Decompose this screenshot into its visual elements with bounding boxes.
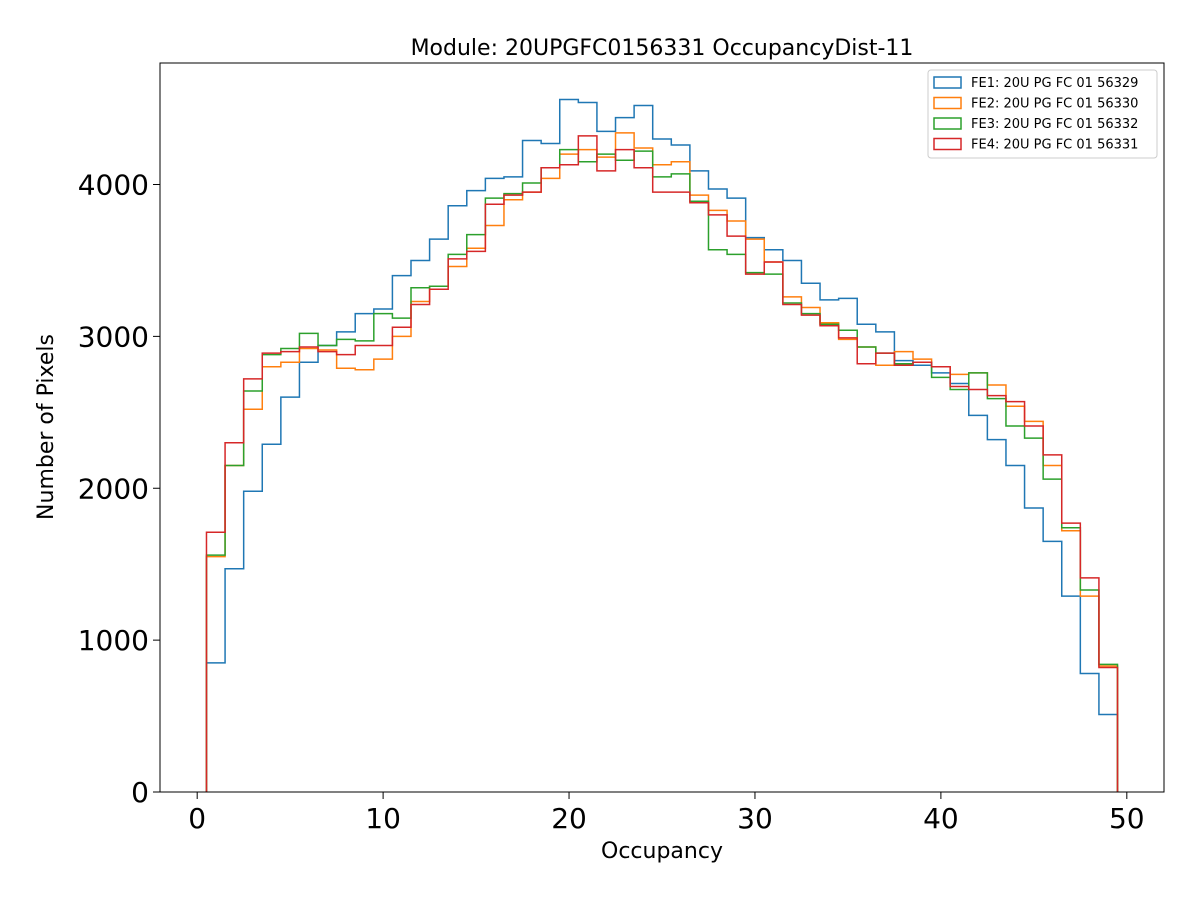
legend-swatch [933, 96, 962, 110]
x-tick-label: 50 [1109, 802, 1145, 835]
y-axis-title: Number of Pixels [34, 334, 59, 520]
series-3-line [205, 148, 1119, 792]
legend-box [927, 69, 1158, 159]
y-tick-label: 0 [131, 776, 149, 809]
series-2-line [205, 132, 1119, 792]
plot-frame [159, 62, 1165, 793]
series-1-line [205, 98, 1119, 792]
x-tick-label: 0 [188, 802, 206, 835]
x-tick-label: 40 [923, 802, 959, 835]
y-tick-label: 3000 [78, 320, 149, 353]
x-axis-title: Occupancy [601, 839, 723, 864]
legend: FE1: 20U PG FC 01 56329 FE2: 20U PG FC 01… [927, 69, 1158, 159]
series-layer [205, 98, 1119, 792]
legend-swatch [933, 76, 962, 89]
x-tick-label: 10 [365, 802, 401, 835]
y-tick-label: 2000 [78, 472, 149, 505]
chart-title: Module: 20UPGFC0156331 OccupancyDist-11 [411, 36, 914, 61]
x-tick-label: 20 [551, 802, 587, 835]
legend-label: FE4: 20U PG FC 01 56331 [971, 138, 1138, 153]
y-tick-label: 1000 [78, 624, 149, 657]
legend-swatch [933, 137, 962, 151]
legend-label: FE2: 20U PG FC 01 56330 [971, 97, 1138, 112]
legend-label: FE3: 20U PG FC 01 56332 [971, 117, 1138, 132]
x-tick-label: 30 [737, 802, 773, 835]
axes-layer: 0 10 20 30 40 50 0 1000 2000 3000 4000 [78, 62, 1165, 835]
series-4-line [205, 135, 1119, 792]
y-tick-label: 4000 [78, 169, 149, 202]
legend-swatch [933, 117, 962, 130]
legend-label: FE1: 20U PG FC 01 56329 [971, 76, 1138, 91]
